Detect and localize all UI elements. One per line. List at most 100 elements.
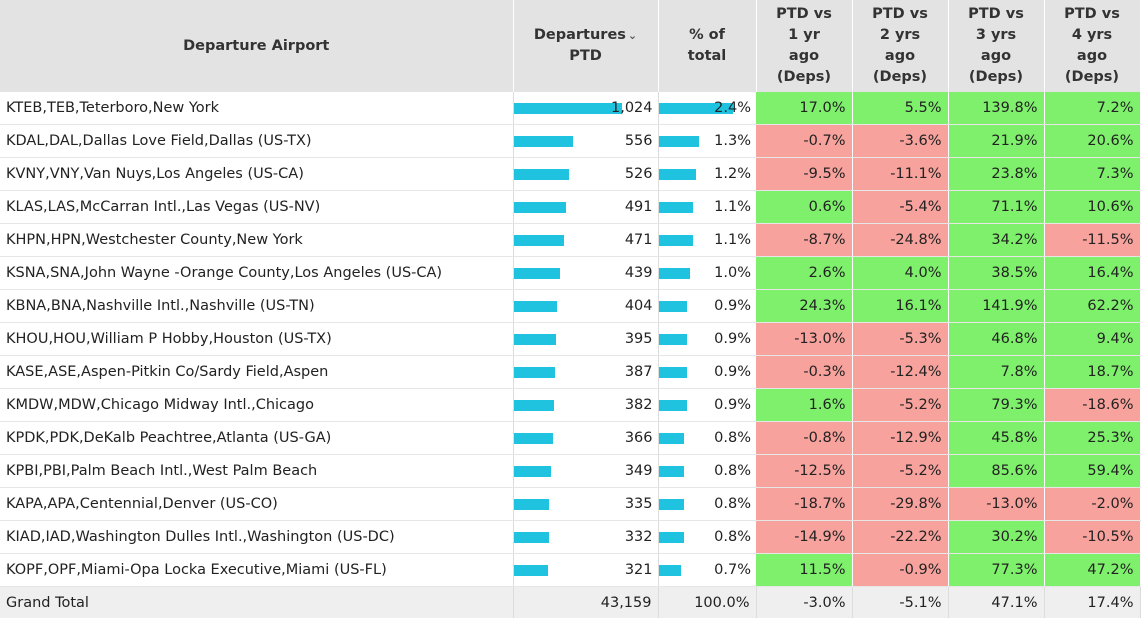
ptd-m4-cell: 9.4% [1044,323,1140,356]
departures-cell: 332 [513,521,658,554]
pct-total-bar [659,367,687,378]
table-row[interactable]: KPBI,PBI,Palm Beach Intl.,West Palm Beac… [0,455,1140,488]
airport-name: KLAS,LAS,McCarran Intl.,Las Vegas (US-NV… [0,191,513,224]
departures-cell: 387 [513,356,658,389]
departures-bar [514,301,557,312]
pct-total-cell: 0.8% [658,488,756,521]
ptd-m3-cell: 38.5% [948,257,1044,290]
header-m1-line3: ago [789,48,819,64]
departures-value: 335 [625,488,653,520]
pct-total-cell: 0.9% [658,356,756,389]
departures-value: 471 [625,224,653,256]
departures-value: 349 [625,455,653,487]
table-row[interactable]: KLAS,LAS,McCarran Intl.,Las Vegas (US-NV… [0,191,1140,224]
departures-bar [514,466,551,477]
pct-total-bar [659,202,693,213]
pct-total-value: 1.1% [714,191,751,223]
ptd-m3-cell: 45.8% [948,422,1044,455]
grand-total-m2: -5.1% [852,587,948,618]
table-row[interactable]: KIAD,IAD,Washington Dulles Intl.,Washing… [0,521,1140,554]
ptd-m3-cell: 85.6% [948,455,1044,488]
pct-total-cell: 0.7% [658,554,756,587]
sort-chevron-down-icon[interactable]: ⌄ [628,25,637,46]
departures-value: 387 [625,356,653,388]
ptd-m4-cell: -10.5% [1044,521,1140,554]
pct-total-bar [659,499,684,510]
ptd-m2-cell: -24.8% [852,224,948,257]
departures-bar [514,334,556,345]
airport-name: KHOU,HOU,William P Hobby,Houston (US-TX) [0,323,513,356]
ptd-m1-cell: 0.6% [756,191,852,224]
pct-total-value: 1.0% [714,257,751,289]
ptd-m4-cell: 7.2% [1044,92,1140,125]
ptd-m2-cell: -5.2% [852,455,948,488]
pct-total-cell: 0.9% [658,323,756,356]
header-m2-line3: ago [885,48,915,64]
departures-value: 382 [625,389,653,421]
header-departures-line2: PTD [569,48,602,64]
grand-total-pct: 100.0% [658,587,756,618]
header-departure-airport[interactable]: Departure Airport [0,0,513,92]
ptd-m4-cell: 10.6% [1044,191,1140,224]
airport-name: KHPN,HPN,Westchester County,New York [0,224,513,257]
ptd-m3-cell: 23.8% [948,158,1044,191]
table-row[interactable]: KPDK,PDK,DeKalb Peachtree,Atlanta (US-GA… [0,422,1140,455]
ptd-m2-cell: 5.5% [852,92,948,125]
departures-bar [514,499,549,510]
header-m4-line4: (Deps) [1065,69,1119,85]
ptd-m1-cell: -18.7% [756,488,852,521]
ptd-m4-cell: 20.6% [1044,125,1140,158]
table-row[interactable]: KBNA,BNA,Nashville Intl.,Nashville (US-T… [0,290,1140,323]
grand-total-m3: 47.1% [948,587,1044,618]
pct-total-bar [659,532,684,543]
ptd-m4-cell: 59.4% [1044,455,1140,488]
ptd-m1-cell: 11.5% [756,554,852,587]
departures-value: 526 [625,158,653,190]
ptd-m3-cell: 34.2% [948,224,1044,257]
pct-total-bar [659,400,687,411]
header-ptd-vs-1yr[interactable]: PTD vs 1 yr ago (Deps) [756,0,852,92]
airport-name: KIAD,IAD,Washington Dulles Intl.,Washing… [0,521,513,554]
ptd-m3-cell: 139.8% [948,92,1044,125]
airport-name: KSNA,SNA,John Wayne -Orange County,Los A… [0,257,513,290]
table-row[interactable]: KOPF,OPF,Miami-Opa Locka Executive,Miami… [0,554,1140,587]
table-row[interactable]: KASE,ASE,Aspen-Pitkin Co/Sardy Field,Asp… [0,356,1140,389]
header-departures-ptd[interactable]: Departures⌄ PTD [513,0,658,92]
ptd-m1-cell: -14.9% [756,521,852,554]
pct-total-value: 0.8% [714,455,751,487]
ptd-m4-cell: 47.2% [1044,554,1140,587]
pct-total-bar [659,565,681,576]
departures-cell: 526 [513,158,658,191]
ptd-m3-cell: 77.3% [948,554,1044,587]
table-row[interactable]: KVNY,VNY,Van Nuys,Los Angeles (US-CA) 526… [0,158,1140,191]
header-ptd-vs-2yrs[interactable]: PTD vs 2 yrs ago (Deps) [852,0,948,92]
header-m1-line2: 1 yr [788,27,820,43]
pct-total-cell: 0.8% [658,422,756,455]
pct-total-cell: 0.8% [658,455,756,488]
pct-total-value: 0.9% [714,389,751,421]
pct-total-bar [659,466,684,477]
ptd-m2-cell: -5.2% [852,389,948,422]
departures-bar [514,565,548,576]
header-row: Departure Airport Departures⌄ PTD % of t… [0,0,1140,92]
table-row[interactable]: KSNA,SNA,John Wayne -Orange County,Los A… [0,257,1140,290]
departures-value: 556 [625,125,653,157]
header-ptd-vs-3yrs[interactable]: PTD vs 3 yrs ago (Deps) [948,0,1044,92]
pct-total-cell: 1.2% [658,158,756,191]
table-row[interactable]: KHOU,HOU,William P Hobby,Houston (US-TX)… [0,323,1140,356]
header-ptd-vs-4yrs[interactable]: PTD vs 4 yrs ago (Deps) [1044,0,1140,92]
ptd-m2-cell: -5.4% [852,191,948,224]
header-m3-line2: 3 yrs [976,27,1016,43]
ptd-m1-cell: -0.3% [756,356,852,389]
header-pct-total[interactable]: % of total [658,0,756,92]
grand-total-m4: 17.4% [1044,587,1140,618]
header-m4-line3: ago [1077,48,1107,64]
grand-total-label: Grand Total [0,587,513,618]
airport-name: KVNY,VNY,Van Nuys,Los Angeles (US-CA) [0,158,513,191]
table-row[interactable]: KDAL,DAL,Dallas Love Field,Dallas (US-TX… [0,125,1140,158]
ptd-m3-cell: -13.0% [948,488,1044,521]
